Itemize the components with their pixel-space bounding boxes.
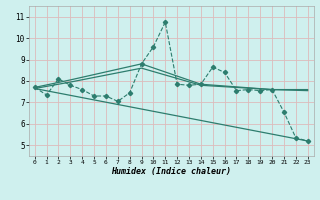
X-axis label: Humidex (Indice chaleur): Humidex (Indice chaleur)	[111, 167, 231, 176]
